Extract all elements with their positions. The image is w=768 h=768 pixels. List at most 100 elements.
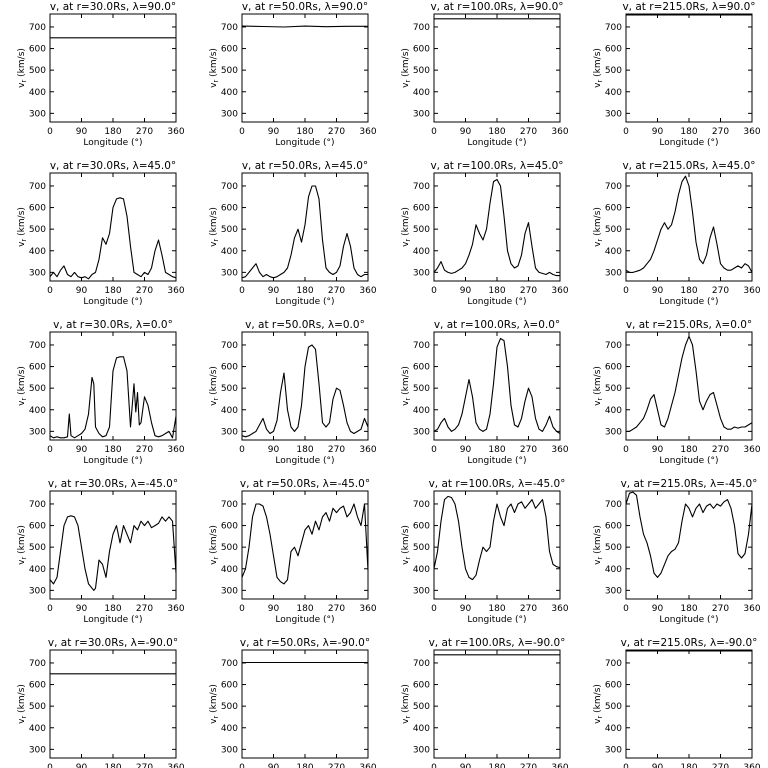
y-tick-label: 300: [221, 427, 238, 437]
panel-title: v, at r=100.0Rs, λ=-90.0°: [429, 637, 566, 649]
y-tick-label: 300: [413, 427, 430, 437]
y-axis-label-subscript: r: [596, 557, 604, 560]
y-tick-label: 500: [605, 702, 622, 712]
y-axis-label-symbol: v: [209, 400, 219, 406]
x-tick-label: 0: [623, 127, 629, 137]
y-axis-label-symbol: v: [209, 82, 219, 88]
y-tick-label: 400: [221, 247, 238, 257]
y-axis-label: vr (km/s): [209, 366, 220, 406]
y-axis-label-symbol: v: [401, 241, 411, 247]
y-tick-label: 700: [413, 23, 430, 33]
x-tick-label: 270: [712, 286, 729, 296]
y-axis-label-units: (km/s): [401, 525, 411, 557]
panel-title: v, at r=100.0Rs, λ=-45.0°: [429, 478, 566, 490]
y-axis-label-subscript: r: [212, 557, 220, 560]
y-axis-label-symbol: v: [17, 241, 27, 247]
y-axis-label-subscript: r: [212, 239, 220, 242]
x-tick-label: 360: [743, 127, 760, 137]
plot-frame: [433, 172, 561, 282]
y-axis-label-units: (km/s): [401, 48, 411, 80]
panel-title: v, at r=50.0Rs, λ=0.0°: [245, 319, 365, 331]
y-axis-label: vr (km/s): [17, 207, 28, 247]
y-axis-label-units: (km/s): [209, 366, 219, 398]
panel-2: v, at r=100.0Rs, λ=90.0° 0 90 180 270 360 300 4…: [401, 1, 569, 148]
y-axis-label: vr (km/s): [593, 525, 604, 565]
panel-title: v, at r=100.0Rs, λ=0.0°: [434, 319, 560, 331]
x-tick-label: 90: [652, 127, 664, 137]
x-axis-label: Longitude (°): [659, 615, 718, 625]
y-tick-label: 700: [221, 182, 238, 192]
y-axis-label-subscript: r: [596, 716, 604, 719]
x-tick-label: 270: [328, 763, 345, 768]
x-tick-label: 0: [431, 286, 437, 296]
x-tick-label: 90: [652, 763, 664, 768]
x-tick-label: 360: [743, 763, 760, 768]
x-tick-label: 270: [520, 445, 537, 455]
x-tick-label: 270: [136, 445, 153, 455]
x-tick-label: 270: [136, 604, 153, 614]
y-tick-label: 300: [29, 109, 46, 119]
plot-frame: [625, 649, 753, 759]
panel-4: v, at r=30.0Rs, λ=45.0° 0 90 180 270 360 300 40…: [17, 160, 185, 307]
y-tick-label: 700: [29, 182, 46, 192]
y-tick-label: 700: [29, 500, 46, 510]
y-tick-label: 700: [413, 659, 430, 669]
y-tick-label: 500: [605, 66, 622, 76]
series-line: [50, 197, 176, 280]
panel-title: v, at r=50.0Rs, λ=45.0°: [242, 160, 368, 172]
panel-0: v, at r=30.0Rs, λ=90.0° 0 90 180 270 360 300 40…: [17, 1, 185, 148]
y-tick-label: 700: [605, 659, 622, 669]
y-tick-label: 700: [221, 500, 238, 510]
y-tick-label: 400: [605, 565, 622, 575]
plot-frame: [433, 649, 561, 759]
y-tick-label: 600: [413, 681, 430, 691]
x-tick-label: 270: [520, 127, 537, 137]
y-axis-label-units: (km/s): [17, 684, 27, 716]
x-tick-label: 270: [712, 763, 729, 768]
series-line: [242, 344, 368, 438]
x-tick-label: 0: [239, 286, 245, 296]
x-tick-label: 180: [104, 286, 121, 296]
x-tick-label: 90: [76, 127, 88, 137]
x-tick-label: 90: [268, 127, 280, 137]
x-axis-label: Longitude (°): [467, 138, 526, 148]
y-axis-label-symbol: v: [401, 82, 411, 88]
y-axis-label-subscript: r: [20, 557, 28, 560]
x-tick-label: 0: [239, 127, 245, 137]
series-line: [626, 335, 752, 432]
panel-13: v, at r=50.0Rs, λ=-45.0° 0 90 180 270 360 300 4…: [209, 478, 377, 625]
x-tick-label: 270: [712, 604, 729, 614]
panel-title: v, at r=100.0Rs, λ=90.0°: [430, 1, 563, 13]
x-tick-label: 0: [239, 445, 245, 455]
y-axis-label-units: (km/s): [401, 207, 411, 239]
x-tick-label: 180: [680, 286, 697, 296]
x-tick-label: 90: [460, 604, 472, 614]
y-axis-label: vr (km/s): [17, 684, 28, 724]
y-axis-label-symbol: v: [593, 718, 603, 724]
y-tick-label: 600: [221, 522, 238, 532]
y-tick-label: 400: [605, 406, 622, 416]
y-axis-label-subscript: r: [212, 398, 220, 401]
y-tick-label: 300: [605, 745, 622, 755]
x-axis-label: Longitude (°): [467, 615, 526, 625]
x-tick-label: 270: [712, 127, 729, 137]
y-tick-label: 500: [29, 702, 46, 712]
plot-frame: [433, 490, 561, 600]
y-tick-label: 600: [605, 681, 622, 691]
y-axis-label-units: (km/s): [593, 207, 603, 239]
y-axis-label: vr (km/s): [209, 207, 220, 247]
x-tick-label: 180: [488, 604, 505, 614]
y-axis-label-symbol: v: [209, 718, 219, 724]
x-tick-label: 0: [431, 127, 437, 137]
y-tick-label: 500: [605, 384, 622, 394]
y-axis-label-units: (km/s): [17, 48, 27, 80]
x-tick-label: 0: [623, 286, 629, 296]
y-tick-label: 400: [413, 88, 430, 98]
x-tick-label: 0: [431, 445, 437, 455]
y-tick-label: 600: [413, 363, 430, 373]
series-line: [434, 178, 560, 277]
x-tick-label: 180: [488, 763, 505, 768]
panel-3: v, at r=215.0Rs, λ=90.0° 0 90 180 270 360 300 4…: [593, 1, 761, 148]
x-axis-label: Longitude (°): [275, 615, 334, 625]
